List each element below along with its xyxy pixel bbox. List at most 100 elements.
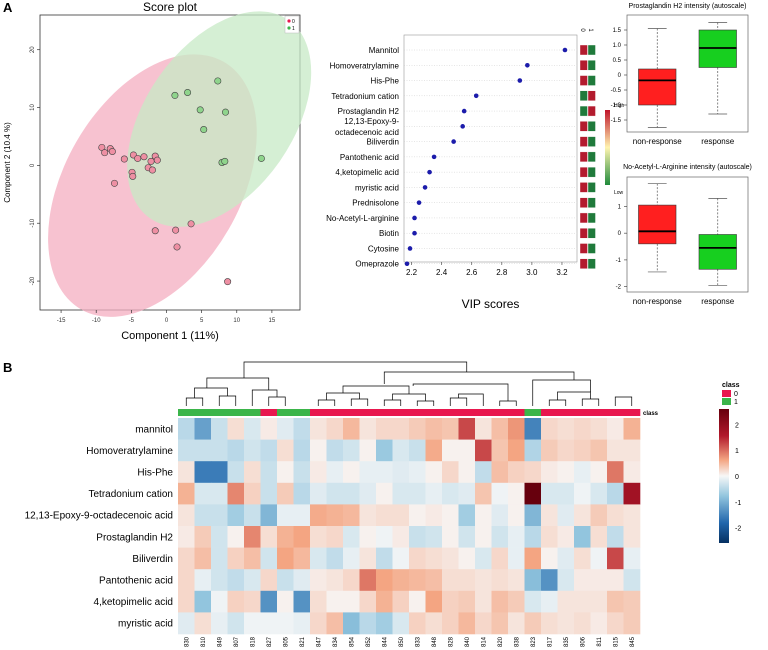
vip-feature-label: Homoveratrylamine: [330, 61, 400, 70]
class-bar-cell: [607, 409, 624, 416]
class-bar-cell: [425, 409, 443, 416]
dendrogram-branch: [532, 379, 591, 406]
class-bar-cell: [178, 409, 195, 416]
dendrogram-branch: [412, 383, 509, 401]
heatmap-cell: [376, 504, 393, 527]
heatmap-column-label: 820: [498, 636, 504, 647]
heatmap-cell: [409, 569, 426, 592]
heatmap-cell: [557, 612, 575, 635]
heatmap-cell: [227, 504, 245, 527]
vip-class0-cell: [579, 197, 588, 208]
heatmap-cell: [194, 504, 212, 527]
heatmap-cell: [211, 482, 228, 505]
heatmap-cell: [623, 418, 641, 440]
box-y-tick-label: 0: [618, 73, 622, 79]
heatmap-cell: [178, 504, 195, 527]
heatmap-column-label: 847: [316, 636, 322, 647]
heatmap-legend-label-0: 0: [734, 391, 738, 398]
heatmap-cell: [623, 547, 641, 570]
heatmap-cell: [508, 590, 525, 613]
heatmap-cell: [343, 547, 360, 570]
heatmap-cell: [293, 418, 311, 440]
heatmap-cell: [409, 482, 426, 505]
heatmap-cell: [524, 418, 542, 440]
heatmap-cell: [524, 504, 542, 527]
heatmap-cell: [326, 569, 344, 592]
heatmap-cell: [409, 612, 426, 635]
heatmap-cell: [277, 569, 294, 592]
heatmap-cell: [557, 439, 575, 462]
score-point-class-0: [147, 157, 155, 165]
heatmap-cell: [310, 612, 327, 635]
heatmap-cell: [392, 504, 410, 527]
heatmap-cell: [359, 547, 377, 570]
dendrogram-branch: [185, 397, 204, 406]
score-point-class-0: [151, 227, 159, 235]
heatmap-cell: [260, 569, 278, 592]
vip-point: [404, 261, 410, 267]
vip-scale-high: High: [614, 103, 625, 109]
heatmap-cell: [607, 439, 624, 462]
heatmap-cell: [458, 418, 476, 440]
heatmap-cell: [607, 504, 624, 527]
heatmap-cell: [491, 612, 509, 635]
vip-point: [412, 230, 417, 236]
heatmap-cell: [590, 612, 608, 635]
heatmap-cell: [590, 526, 608, 548]
heatmap-cell: [541, 612, 558, 635]
vip-feature-label: Biotin: [379, 229, 399, 238]
heatmap-cell: [293, 547, 311, 570]
heatmap-cell: [425, 612, 443, 635]
heatmap-cell: [227, 461, 245, 484]
heatmap-cell: [260, 418, 278, 440]
score-point-class-1: [196, 106, 204, 114]
vip-feature-label: Prednisolone: [352, 199, 399, 208]
heatmap-cell: [326, 590, 344, 613]
vip-feature-label: Pantothenic acid: [340, 153, 399, 162]
heatmap-cell: [458, 504, 476, 527]
heatmap-cell: [227, 569, 245, 592]
heatmap-cell: [211, 547, 228, 570]
heatmap-cell: [623, 569, 641, 592]
box-title: No-Acetyl-L-Arginine intensity (autoscal…: [623, 164, 752, 171]
y-tick-label: 0: [30, 163, 36, 167]
heatmap-cell: [491, 439, 509, 462]
heatmap-cell: [343, 569, 360, 592]
box-frame: [626, 14, 749, 133]
box-category-label: response: [701, 297, 734, 306]
heatmap-column-label: 807: [234, 636, 240, 647]
heatmap-cell: [227, 526, 245, 548]
dendrogram-branch: [614, 396, 633, 406]
vip-class1-cell: [587, 151, 596, 163]
heatmap-cell: [491, 461, 509, 484]
dendrogram-branch: [194, 387, 228, 398]
heatmap-cell: [574, 482, 591, 505]
score-point-class-0: [110, 179, 118, 187]
heatmap-cell: [359, 418, 377, 440]
heatmap-cell: [293, 612, 311, 635]
heatmap-cell: [425, 504, 443, 527]
heatmap-cell: [326, 439, 344, 462]
heatmap-cell: [508, 569, 525, 592]
heatmap-cell: [178, 547, 195, 570]
vip-class0-cell: [579, 75, 588, 86]
heatmap-cell: [359, 590, 377, 613]
heatmap-cell: [392, 482, 410, 505]
heatmap-cell: [376, 526, 393, 548]
heatmap-cell: [524, 590, 542, 613]
heatmap-column-label: 830: [184, 636, 190, 647]
heatmap-cell: [260, 547, 278, 570]
heatmap-cell: [557, 526, 575, 548]
heatmap-cell: [508, 439, 525, 462]
heatmap-cell: [425, 547, 443, 570]
heatmap-cell: [343, 418, 360, 440]
panel-label-a: A: [3, 0, 13, 15]
heatmap-cell: [442, 590, 459, 613]
heatmap-cell: [491, 590, 509, 613]
heatmap-cell: [326, 526, 344, 548]
vip-x-axis-label: VIP scores: [462, 297, 520, 311]
heatmap-cell: [590, 439, 608, 462]
vip-feature-label: Mannitol: [369, 46, 399, 55]
heatmap-cell: [491, 418, 509, 440]
